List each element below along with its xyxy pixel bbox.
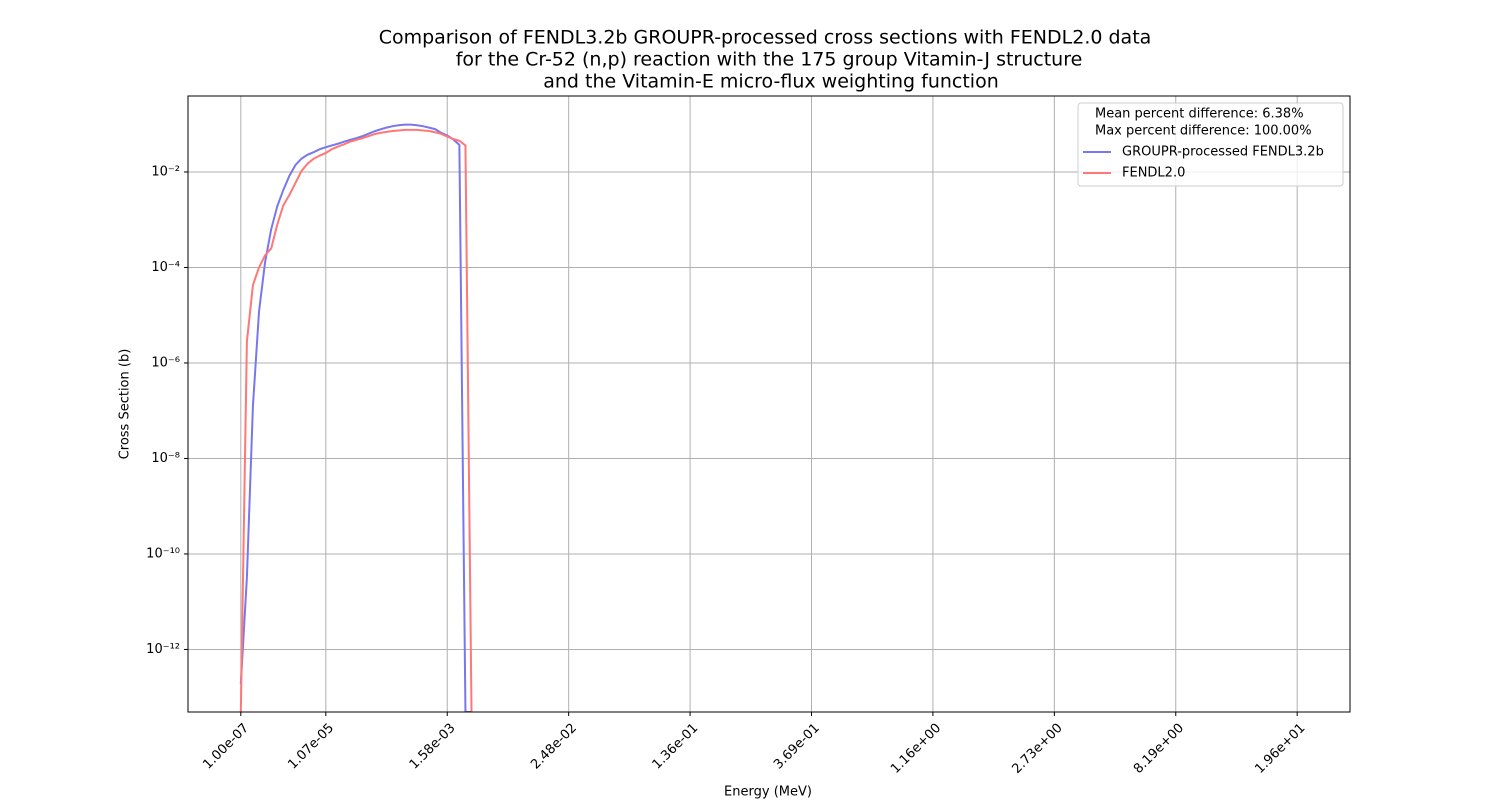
- legend-note: Max percent difference: 100.00%: [1095, 124, 1312, 139]
- legend-label: GROUPR-processed FENDL3.2b: [1122, 145, 1324, 160]
- y-tick-label: 10⁻⁴: [151, 260, 180, 275]
- y-tick-label: 10⁻¹⁰: [146, 546, 180, 561]
- y-tick-label: 10⁻²: [151, 164, 180, 179]
- series-line: [239, 128, 473, 712]
- series-line: [239, 123, 472, 712]
- y-tick-label: 10⁻⁸: [151, 451, 180, 466]
- legend-note: Mean percent difference: 6.38%: [1095, 107, 1304, 122]
- plot-frame: [187, 95, 1351, 713]
- x-axis-label: Energy (MeV): [724, 785, 812, 800]
- chart-title: and the Vitamin-E micro-flux weighting f…: [543, 71, 999, 93]
- y-tick-label: 10⁻¹²: [146, 642, 180, 657]
- legend-box: [1077, 102, 1344, 187]
- chart-title: for the Cr-52 (n,p) reaction with the 17…: [456, 49, 1083, 71]
- y-tick-label: 10⁻⁶: [151, 355, 180, 370]
- chart-title: Comparison of FENDL3.2b GROUPR-processed…: [379, 27, 1152, 49]
- y-axis-label: Cross Section (b): [118, 349, 133, 460]
- legend-label: FENDL2.0: [1122, 166, 1185, 181]
